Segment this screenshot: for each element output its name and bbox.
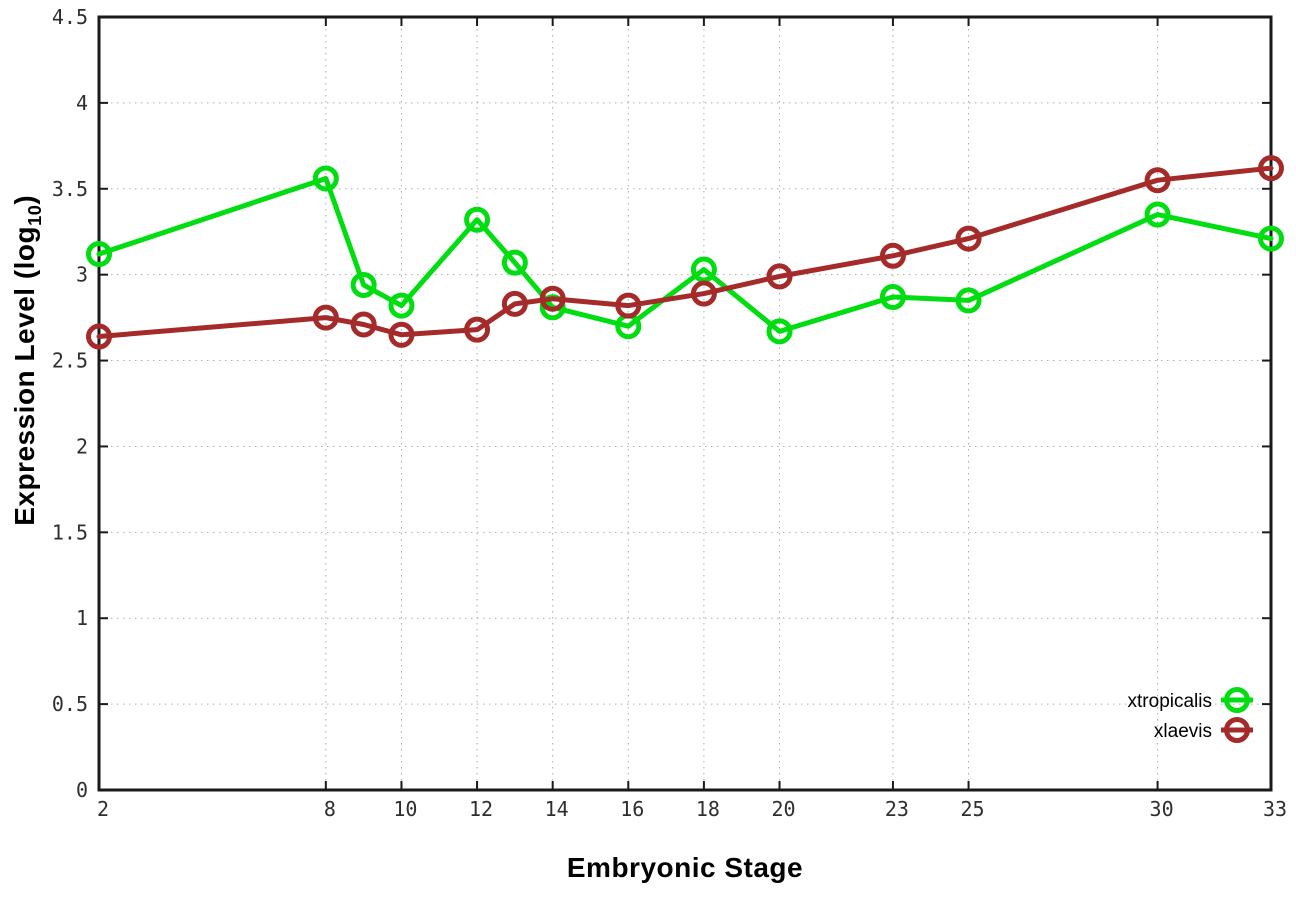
y-axis-title-text: Expression Level (log bbox=[8, 225, 40, 526]
y-tick-label: 1 bbox=[76, 606, 88, 630]
x-tick-label: 16 bbox=[620, 797, 644, 821]
y-tick-label: 2 bbox=[76, 434, 88, 458]
y-tick-label: 3 bbox=[76, 263, 88, 287]
data-point-xlaevis bbox=[955, 225, 982, 252]
data-point-xlaevis bbox=[350, 311, 377, 338]
data-point-xtropicalis bbox=[955, 287, 982, 314]
x-tick-label: 30 bbox=[1150, 797, 1174, 821]
data-point-xtropicalis bbox=[350, 271, 377, 298]
data-point-xlaevis bbox=[766, 263, 793, 290]
x-tick-label: 12 bbox=[469, 797, 493, 821]
data-point-xlaevis bbox=[539, 285, 566, 312]
x-tick-label: 10 bbox=[393, 797, 417, 821]
y-tick-label: 0 bbox=[76, 778, 88, 802]
data-point-xlaevis bbox=[879, 242, 906, 269]
x-tick-label: 23 bbox=[885, 797, 909, 821]
y-tick-label: 1.5 bbox=[52, 520, 88, 544]
x-tick-label: 14 bbox=[545, 797, 569, 821]
data-point-xlaevis bbox=[312, 304, 339, 331]
legend-label-xlaevis: xlaevis bbox=[1154, 721, 1212, 742]
y-tick-label: 0.5 bbox=[52, 692, 88, 716]
data-point-xlaevis bbox=[1258, 155, 1284, 182]
data-point-xtropicalis bbox=[1144, 201, 1171, 228]
legend-marker-xtropicalis bbox=[1224, 687, 1250, 713]
data-point-xlaevis bbox=[388, 321, 415, 348]
y-axis-title-close: ) bbox=[8, 194, 40, 205]
y-tick-label: 3.5 bbox=[52, 177, 88, 201]
x-tick-label: 25 bbox=[961, 797, 985, 821]
data-point-xtropicalis bbox=[312, 165, 339, 192]
y-tick-label: 4 bbox=[76, 91, 88, 115]
legend-label-xtropicalis: xtropicalis bbox=[1128, 691, 1212, 712]
y-axis-title-subscript: 10 bbox=[24, 204, 45, 226]
legend-marker-xlaevis bbox=[1224, 717, 1250, 743]
data-point-xlaevis bbox=[1144, 167, 1171, 194]
y-axis-title: Expression Level (log10) bbox=[9, 195, 46, 526]
x-tick-label: 33 bbox=[1263, 797, 1287, 821]
data-point-xtropicalis bbox=[766, 318, 793, 345]
data-point-xtropicalis bbox=[879, 283, 906, 310]
data-point-xtropicalis bbox=[464, 206, 491, 233]
data-point-xlaevis bbox=[615, 292, 642, 319]
data-point-xlaevis bbox=[501, 290, 528, 317]
y-tick-label: 4.5 bbox=[52, 5, 88, 29]
plot-border bbox=[97, 15, 1273, 792]
y-tick-label: 2.5 bbox=[52, 349, 88, 373]
x-tick-label: 18 bbox=[696, 797, 720, 821]
x-axis-title: Embryonic Stage bbox=[566, 852, 804, 883]
data-point-xtropicalis bbox=[388, 292, 415, 319]
data-point-xtropicalis bbox=[690, 256, 717, 283]
data-point-xtropicalis bbox=[1258, 225, 1284, 252]
data-point-xlaevis bbox=[464, 316, 491, 343]
x-tick-label: 8 bbox=[324, 797, 336, 821]
data-point-xtropicalis bbox=[86, 241, 112, 268]
x-tick-label: 20 bbox=[771, 797, 795, 821]
data-point-xlaevis bbox=[86, 323, 112, 350]
data-point-xlaevis bbox=[690, 280, 717, 307]
x-tick-label: 2 bbox=[97, 797, 109, 821]
data-point-xtropicalis bbox=[501, 249, 528, 276]
